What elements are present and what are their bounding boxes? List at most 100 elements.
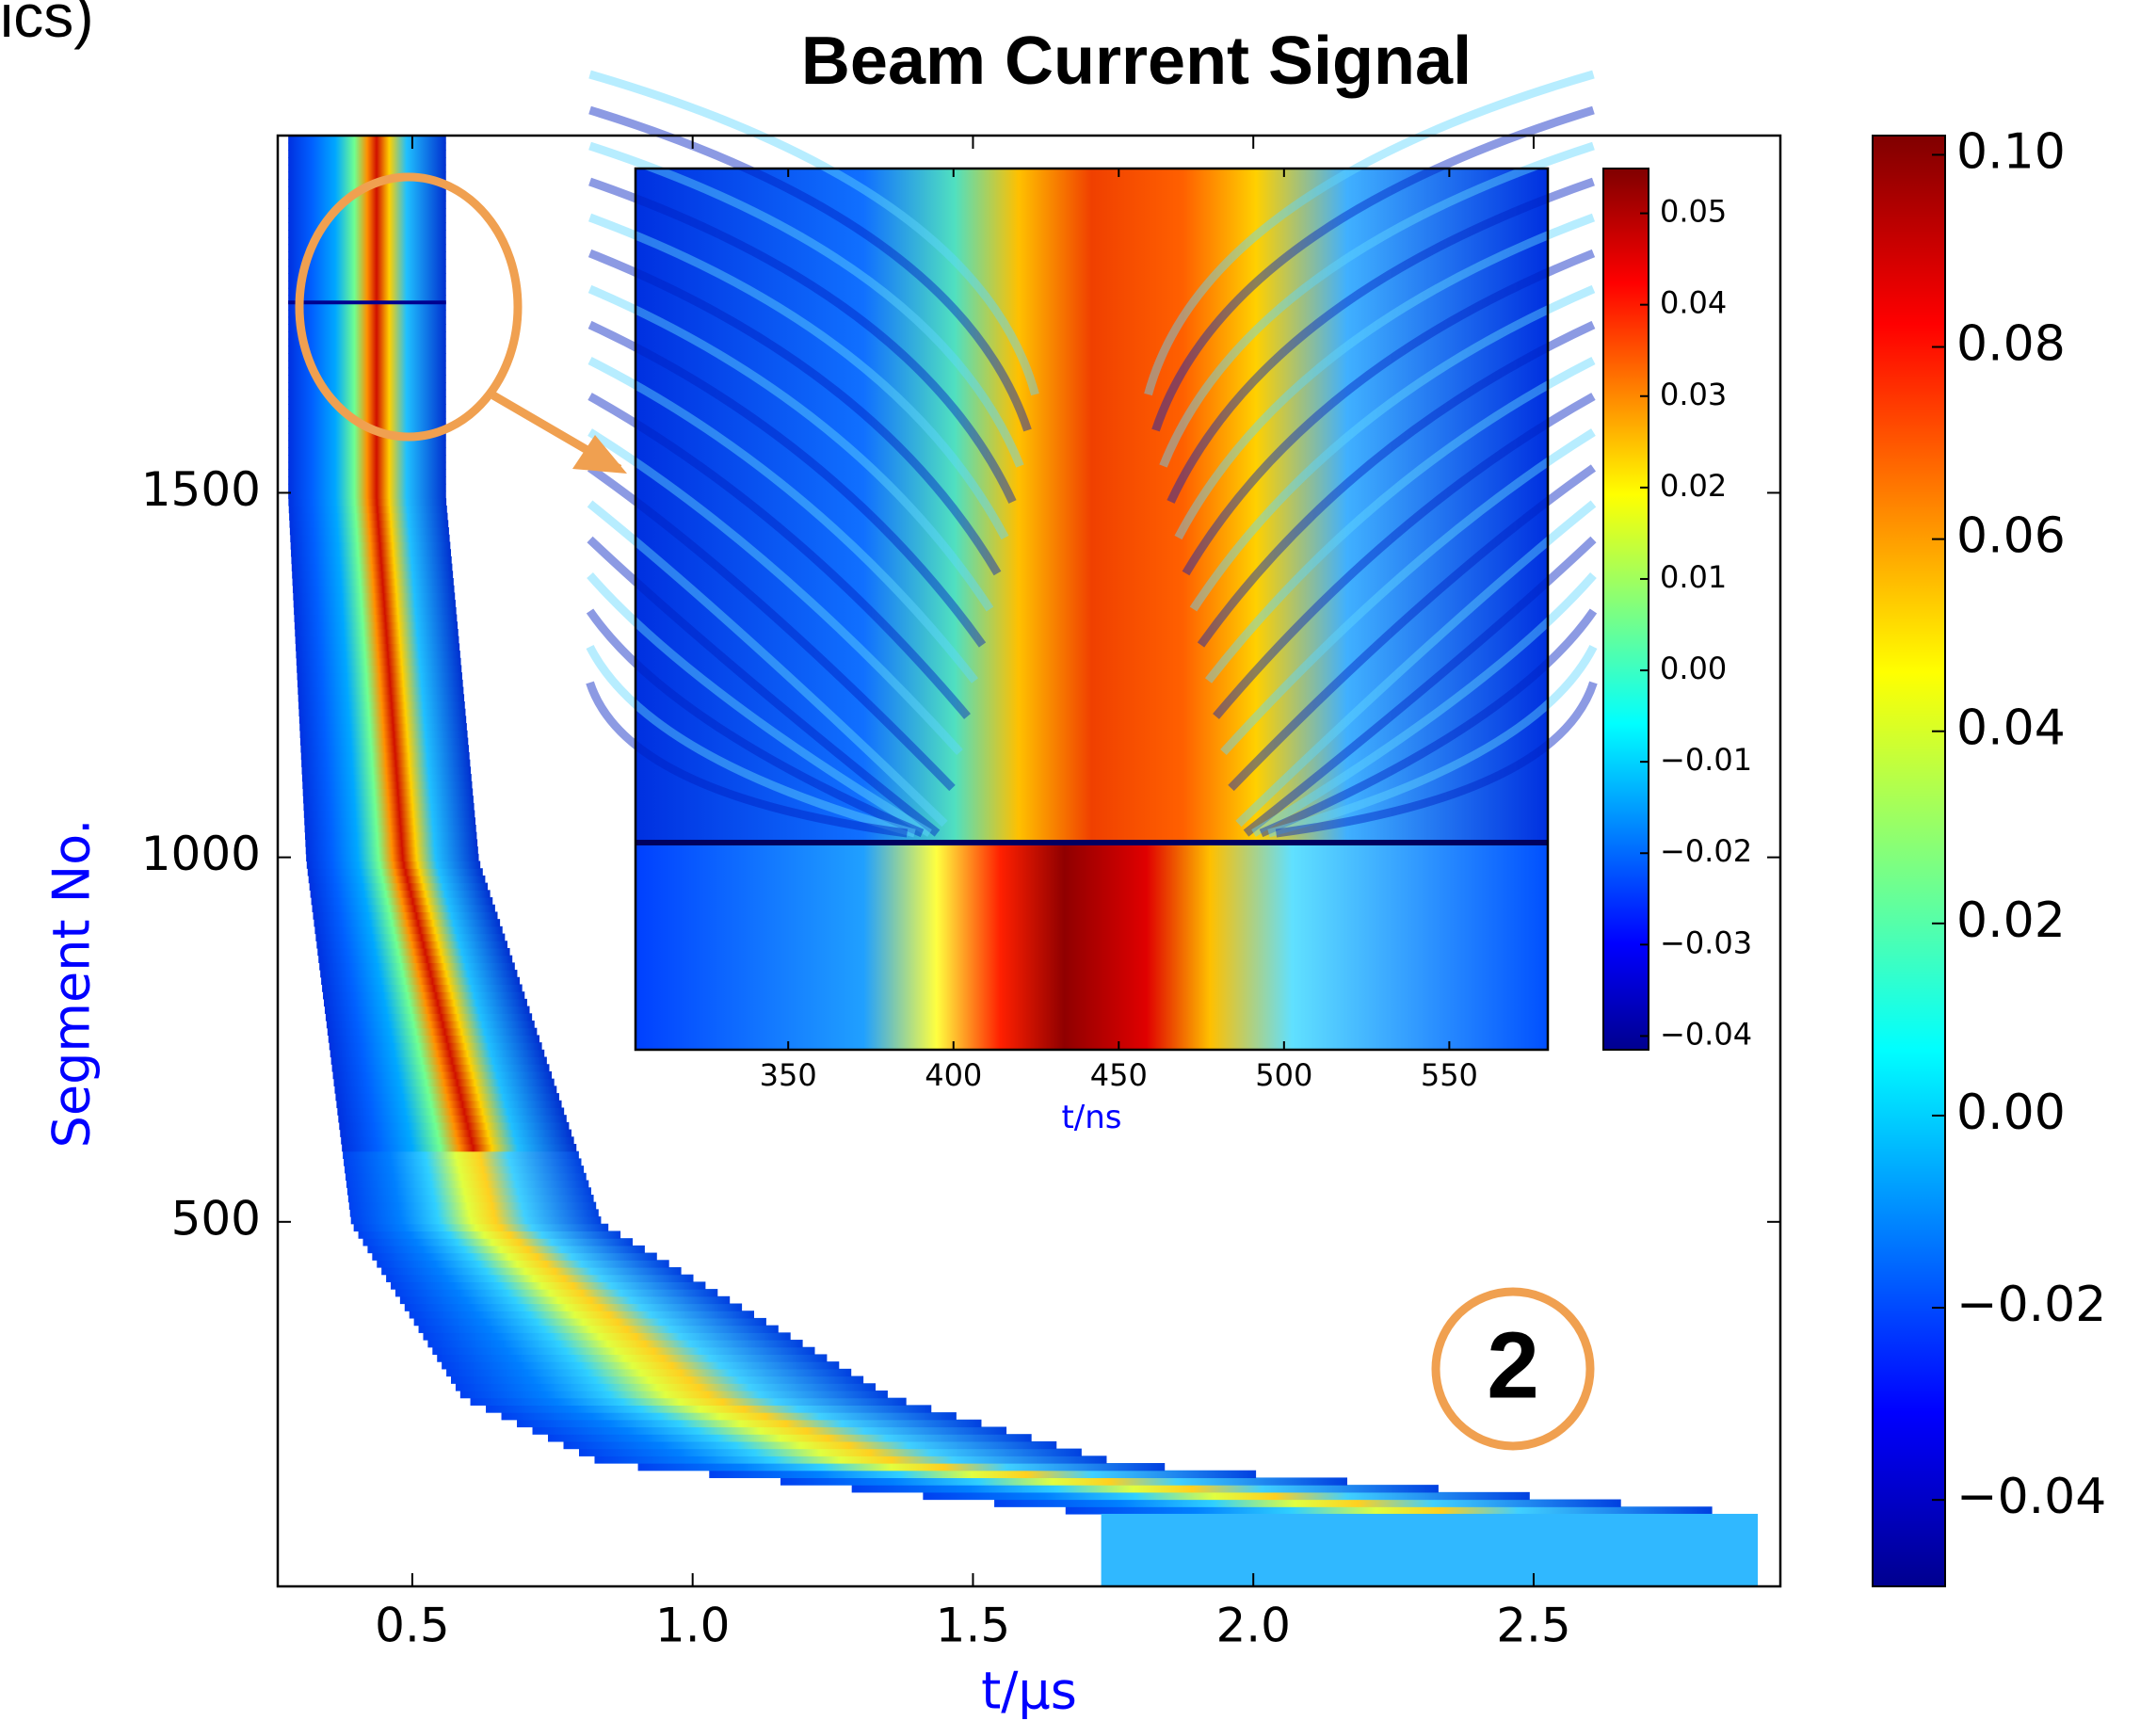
colorbar-tick-label: 0.10 [1956,123,2066,180]
heatmap-tail [1101,1513,1759,1586]
heatmap-row [288,476,446,485]
heatmap-row [300,745,469,753]
heatmap-row [288,222,446,231]
heatmap-row [288,302,446,311]
heatmap-row [339,1121,570,1131]
colorbar-tick-label: 0.03 [1660,377,1727,412]
heatmap-row [288,157,446,166]
colorbar-tick-label: 0.02 [1660,468,1727,504]
heatmap-row [381,1266,682,1276]
colorbar [1872,135,1946,1587]
highlight-circle [295,172,523,442]
heatmap-row [333,1078,555,1086]
heatmap-row [563,1440,1057,1450]
heatmap-row [301,774,472,782]
heatmap-row [288,447,446,456]
chart-title: Beam Current Signal [801,24,1472,99]
heatmap-row [348,1201,597,1210]
heatmap-row [292,585,455,594]
colorbar-tick-label: 0.00 [1956,1085,2066,1141]
heatmap-row [306,860,481,869]
heatmap-row [337,1107,565,1116]
heatmap-row [486,1405,932,1413]
heatmap-row [288,491,446,499]
heatmap-row [459,1390,888,1399]
colorbar-tick-label: −0.02 [1956,1277,2106,1333]
inset-fringe [1259,608,1598,838]
heatmap-row [300,751,470,761]
heatmap-row [288,498,447,507]
heatmap-row [341,1136,574,1145]
heatmap-row [298,708,466,716]
inset-fringe [1243,536,1597,837]
corner-text: ics) [0,0,94,50]
heatmap-row [323,998,527,1007]
heatmap-row [294,606,457,616]
heatmap-row [409,1311,754,1319]
heatmap-row [315,933,506,941]
heatmap-row [319,962,515,971]
inset-fringe [587,320,987,648]
colorbar-tick-label: −0.01 [1660,742,1752,778]
heatmap-row [517,1419,982,1428]
inset-fringe [586,681,909,838]
heatmap-row [288,295,446,303]
heatmap-row [423,1332,791,1341]
heatmap-row [299,730,468,739]
heatmap-row [329,1042,542,1051]
heatmap-row [296,657,461,667]
heatmap-row [297,665,462,673]
heatmap-row [427,1340,803,1348]
heatmap-row [295,635,459,644]
x-tick-label: 400 [925,1057,982,1093]
heatmap-row [288,230,446,238]
heatmap-row [346,1187,591,1196]
colorbar-tick-label: −0.04 [1660,1016,1752,1052]
heatmap-row [342,1143,577,1152]
annotation-circle [1431,1287,1595,1451]
heatmap-row [323,991,525,1000]
annotation: 2 [1487,1312,1539,1418]
heatmap-row [288,381,446,391]
inset-fringe [587,356,979,684]
heatmap-row [298,700,465,710]
heatmap-row [316,941,507,949]
heatmap-row [288,171,446,180]
heatmap-row [338,1115,567,1123]
heatmap-row [446,1368,852,1377]
heatmap-row [305,839,478,847]
heatmap-row [413,1317,766,1327]
heatmap-row [386,1274,694,1282]
heatmap-row [288,258,446,267]
y-tick-label: 1500 [141,462,261,517]
heatmap-row [288,440,446,448]
heatmap-row [313,911,498,920]
colorbar-tick-label: 0.05 [1660,194,1727,230]
inset-fringe [587,249,1002,576]
x-tick-label: 1.0 [655,1599,731,1653]
y-tick-label: 1000 [141,827,261,881]
heatmap-row [1065,1506,1713,1515]
inset-fringe [1220,428,1596,756]
inset-fringe [1204,356,1596,684]
heatmap-row [377,1260,669,1268]
heatmap-row [303,802,475,812]
inset-fringe [1235,500,1597,828]
heatmap-row [330,1056,547,1065]
heatmap-row [304,824,476,833]
heatmap-row [501,1412,957,1421]
inset-fringe [1197,320,1596,648]
heatmap-row [394,1289,718,1297]
heatmap-row [418,1325,779,1333]
heatmap-row [304,831,477,840]
x-tick-label: 350 [760,1057,817,1093]
y-tick-label: 500 [171,1191,261,1246]
heatmap-row [288,251,446,260]
colorbar-tick-label: 0.08 [1956,316,2066,373]
heatmap-row [290,541,451,550]
heatmap-row [297,679,463,688]
heatmap-row [301,759,471,767]
heatmap-row [349,1209,599,1217]
axes-layer: 0.5 1.0 1.5 2.0 2.5 500 1000 1500 t/μs Segment No… [42,123,2107,1720]
